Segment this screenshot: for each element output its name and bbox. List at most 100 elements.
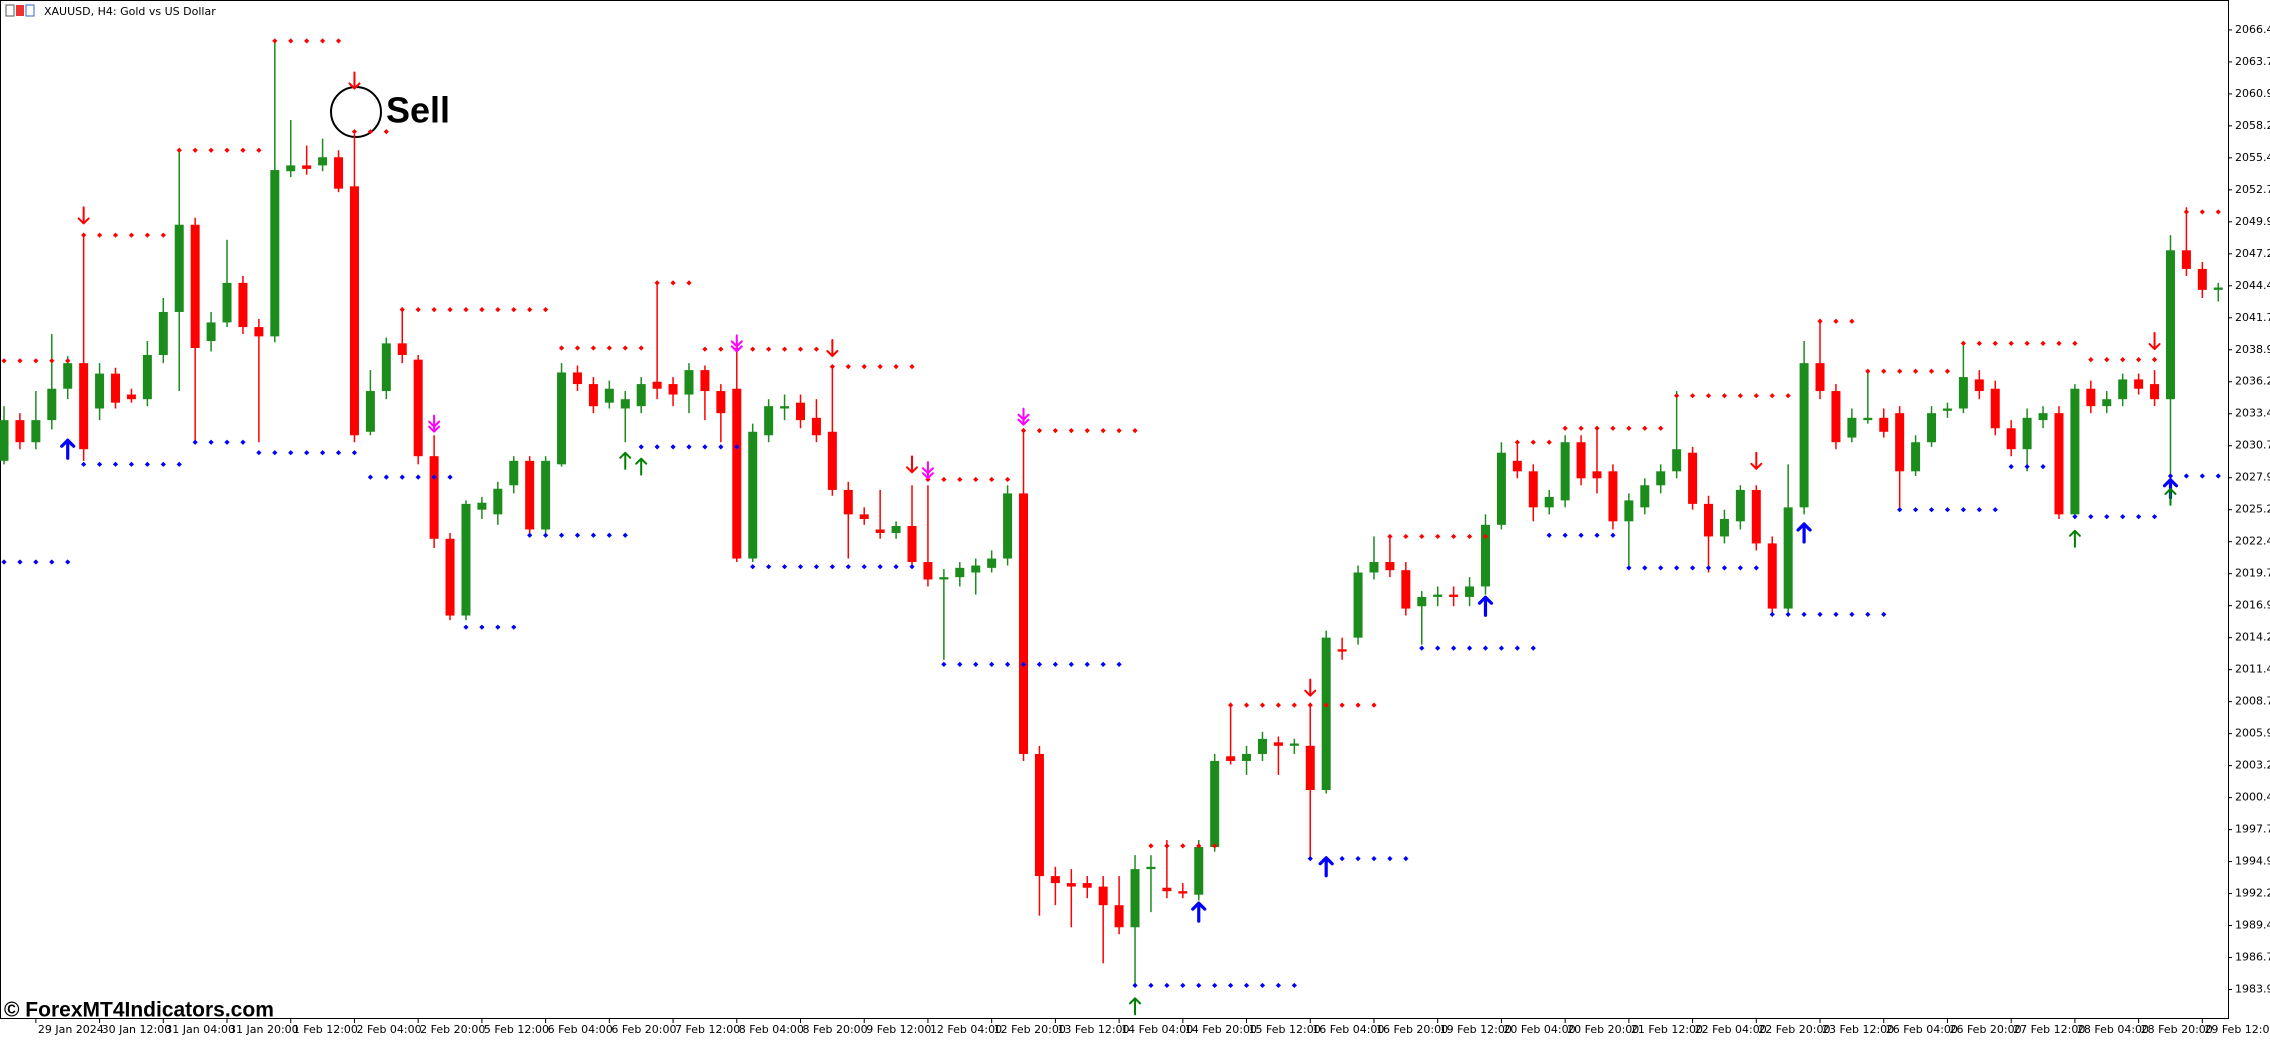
level-dot [511,624,517,630]
x-tick-label: 14 Feb 04:00 [1121,1023,1193,1036]
candle-body [1178,891,1188,894]
level-dot [431,307,437,313]
candle-body [1273,742,1283,746]
level-dot [463,624,469,630]
level-dot [399,474,405,480]
candle-body [15,420,25,443]
candle-body [2054,413,2064,515]
candle-body [111,373,121,403]
level-dot [1546,532,1552,538]
candle-body [525,460,535,530]
level-dot [829,564,835,570]
y-tick-label: 1992.20 [2235,887,2270,900]
level-dot [415,474,421,480]
candle-body [2102,399,2112,407]
candle-body [222,282,232,323]
y-tick-label: 1983.95 [2235,983,2270,996]
level-dot [1243,702,1250,708]
level-dot [335,38,342,44]
level-dot [734,444,740,450]
candle-body [0,420,9,461]
level-dot [1642,565,1648,571]
candle-body [1066,883,1076,887]
candle-body [477,502,487,510]
level-dot [1307,856,1313,862]
level-dot [909,364,915,370]
x-tick-label: 7 Feb 12:00 [675,1023,740,1036]
candle-body [493,488,503,515]
signal-arrow [60,438,76,460]
x-tick-label: 23 Feb 12:00 [1822,1023,1894,1036]
level-dot [909,564,915,570]
level-dot [1721,565,1728,571]
level-dot [1960,340,1966,346]
x-tick-label: 8 Feb 20:00 [803,1023,868,1036]
level-dot [1196,982,1202,989]
y-tick-label: 1994.95 [2235,855,2270,868]
level-dot [224,147,230,153]
x-tick-label: 16 Feb 20:00 [1376,1023,1448,1036]
y-tick-label: 1989.45 [2235,919,2270,932]
y-tick-label: 2055.45 [2235,151,2270,164]
level-dot [1084,427,1090,434]
level-dot [1865,368,1871,374]
candle-body [126,394,136,400]
candle-body [1194,847,1204,895]
level-dot [1004,661,1011,667]
candle-body [923,562,933,580]
candle-body [1496,452,1506,525]
level-dot [686,280,692,286]
candle-body [1130,869,1140,928]
candle-body [95,373,105,409]
candle-body [668,384,678,395]
level-dot [1243,982,1250,989]
level-dot [606,532,612,538]
level-dot [606,345,612,351]
x-tick-label: 21 Feb 12:00 [1631,1023,1703,1036]
level-dot [957,476,963,483]
candle-body [2181,250,2191,269]
y-tick-label: 1997.70 [2235,823,2270,836]
level-dot [1626,565,1632,571]
level-dot [574,345,581,351]
candle-body [780,406,790,409]
candle-body [1927,413,1937,443]
candle-body [1640,485,1650,508]
level-dot [1451,533,1457,540]
candle-body [1321,637,1331,791]
level-dot [96,232,103,238]
candle-body [1656,471,1666,486]
level-dot [1,559,7,565]
level-dot [1339,856,1345,862]
y-tick-label: 2019.70 [2235,567,2270,580]
candle-body [1799,363,1809,508]
x-tick-label: 28 Feb 20:00 [2141,1023,2213,1036]
level-dot [989,661,995,667]
level-dot [1068,661,1074,667]
candle-body [190,224,200,349]
level-dot [1100,427,1106,434]
signal-arrow [921,461,934,480]
candle-body [2086,388,2096,407]
candle-body [206,322,216,342]
candle-body [2197,268,2207,290]
candle-body [652,381,662,389]
level-dot [49,559,55,565]
candle-body [1958,377,1968,409]
x-tick-label: 6 Feb 04:00 [548,1023,613,1036]
level-dot [1594,425,1600,431]
level-dot [1992,507,1998,513]
level-dot [766,564,772,570]
level-dot [590,532,597,538]
level-dot [1020,661,1027,667]
candle-body [859,514,869,519]
level-dot [781,346,788,352]
level-dot [81,232,87,238]
level-dot [797,346,804,352]
level-dot [1052,661,1058,667]
candle-body [796,402,805,421]
candle-body [286,165,296,172]
candle-body [1401,570,1411,609]
y-tick-label: 1986.70 [2235,951,2270,964]
